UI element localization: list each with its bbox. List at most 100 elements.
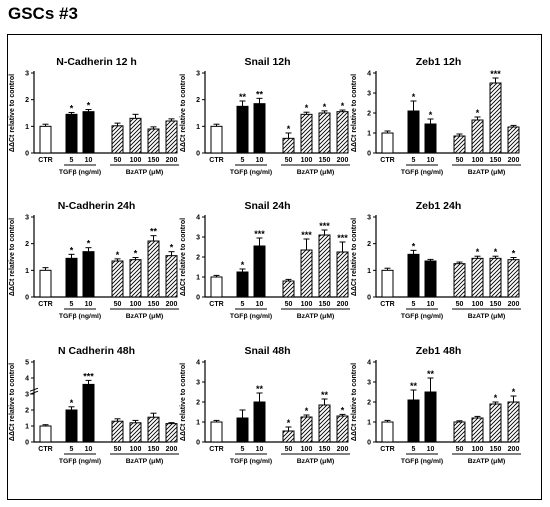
x-tick-label: 10 (85, 446, 93, 453)
significance-label: * (134, 249, 138, 259)
bar-50 (111, 260, 124, 298)
chart-title: N Cadherin 48h (58, 345, 135, 357)
significance-label: ** (321, 390, 329, 400)
significance-label: * (241, 260, 245, 270)
bar-10 (82, 111, 95, 154)
x-tick-label: 5 (241, 157, 245, 164)
y-tick-label: 0 (367, 440, 371, 447)
x-tick-label: 10 (427, 157, 435, 164)
y-tick-label: 0 (25, 440, 29, 447)
significance-label: * (476, 108, 480, 118)
bar-150 (489, 82, 502, 154)
y-tick-label: 3 (25, 392, 29, 399)
y-tick-label: 0 (196, 440, 200, 447)
bar-10 (424, 123, 437, 154)
bar-50 (111, 125, 124, 154)
x-tick-label: 10 (256, 301, 264, 308)
y-tick-label: 3 (196, 380, 200, 387)
significance-label: * (305, 406, 309, 416)
y-tick-label: 1 (196, 420, 200, 427)
chart-title: Zeb1 48h (416, 345, 462, 357)
y-axis-label: ΔΔCt relative to control (351, 363, 358, 441)
x-tick-label: 5 (241, 446, 245, 453)
chart-title: Snail 12h (244, 56, 290, 68)
x-tick-label: 5 (241, 301, 245, 308)
significance-label: ** (239, 92, 247, 102)
group-label-bz: BzATP (μM) (297, 458, 335, 465)
x-tick-label: 50 (456, 157, 464, 164)
chart-title: Zeb1 12h (416, 56, 462, 68)
significance-label: *** (337, 233, 348, 243)
x-tick-label: CTR (38, 157, 52, 164)
group-label-bz: BzATP (μM) (468, 169, 506, 176)
bar-50 (282, 430, 295, 443)
group-label-tgf: TGFβ (ng/ml) (401, 169, 443, 176)
figure-frame (7, 34, 542, 500)
significance-label: * (70, 245, 74, 255)
chart-panel-1: N-Cadherin 12 h ΔΔCt relative to control 0… (9, 56, 179, 176)
x-tick-label: 10 (256, 446, 264, 453)
x-tick-label: 100 (472, 446, 484, 453)
x-tick-label: CTR (38, 301, 52, 308)
x-tick-label: 100 (301, 301, 313, 308)
chart-panel-9: Zeb1 48h ΔΔCt relative to control 0 1 2 3 4 CTR… (351, 345, 521, 465)
chart-panel-8: Snail 48h ΔΔCt relative to control 0 1 2 3 4 CT… (180, 345, 350, 465)
significance-label: *** (301, 230, 312, 240)
significance-label: * (412, 241, 416, 251)
significance-label: *** (490, 69, 501, 79)
bar-5 (236, 417, 249, 443)
x-tick-label: 100 (301, 157, 313, 164)
bar-100 (471, 417, 484, 443)
group-label-bz: BzATP (μM) (468, 458, 506, 465)
significance-label: * (87, 101, 91, 111)
bar-150 (318, 112, 331, 154)
bar-CTR (210, 276, 223, 298)
group-label-tgf: TGFβ (ng/ml) (59, 458, 101, 465)
bar-100 (300, 249, 313, 298)
significance-label: * (116, 250, 120, 260)
y-tick-label: 1 (367, 420, 371, 427)
x-tick-label: 100 (130, 157, 142, 164)
chart-title: N-Cadherin 24h (58, 200, 136, 212)
bar-CTR (381, 421, 394, 443)
significance-label: *** (83, 371, 94, 381)
x-tick-label: 5 (412, 301, 416, 308)
x-tick-label: 100 (472, 157, 484, 164)
significance-label: ** (256, 384, 264, 394)
significance-label: * (87, 239, 91, 249)
significance-label: * (341, 405, 345, 415)
y-axis-label: ΔΔCt relative to control (9, 74, 16, 152)
x-tick-label: 150 (148, 446, 160, 453)
group-label-tgf: TGFβ (ng/ml) (59, 169, 101, 176)
y-tick-label: 4 (367, 71, 371, 78)
bar-50 (453, 135, 466, 154)
x-tick-label: 150 (148, 157, 160, 164)
y-tick-label: 2 (367, 400, 371, 407)
bar-10 (424, 391, 437, 443)
x-tick-label: 100 (130, 446, 142, 453)
x-tick-label: 150 (148, 301, 160, 308)
significance-label: ** (410, 381, 418, 391)
x-tick-label: 100 (301, 446, 313, 453)
x-tick-label: 50 (285, 301, 293, 308)
bar-CTR (210, 125, 223, 154)
bar-10 (82, 383, 95, 443)
y-tick-label: 4 (196, 360, 200, 367)
significance-label: * (305, 103, 309, 113)
group-label-tgf: TGFβ (ng/ml) (401, 458, 443, 465)
y-tick-label: 0 (367, 151, 371, 158)
y-tick-label: 2 (367, 241, 371, 248)
x-tick-label: 50 (114, 157, 122, 164)
x-tick-label: 200 (166, 157, 178, 164)
axis-break-mark (29, 387, 39, 392)
x-tick-label: 200 (166, 446, 178, 453)
y-tick-label: 1 (196, 124, 200, 131)
bar-10 (253, 245, 266, 298)
significance-label: * (476, 247, 480, 257)
chart-title: Zeb1 24h (416, 200, 462, 212)
y-tick-label: 2 (196, 97, 200, 104)
bar-100 (129, 259, 142, 298)
x-tick-label: 200 (508, 157, 520, 164)
group-label-bz: BzATP (μM) (468, 313, 506, 320)
